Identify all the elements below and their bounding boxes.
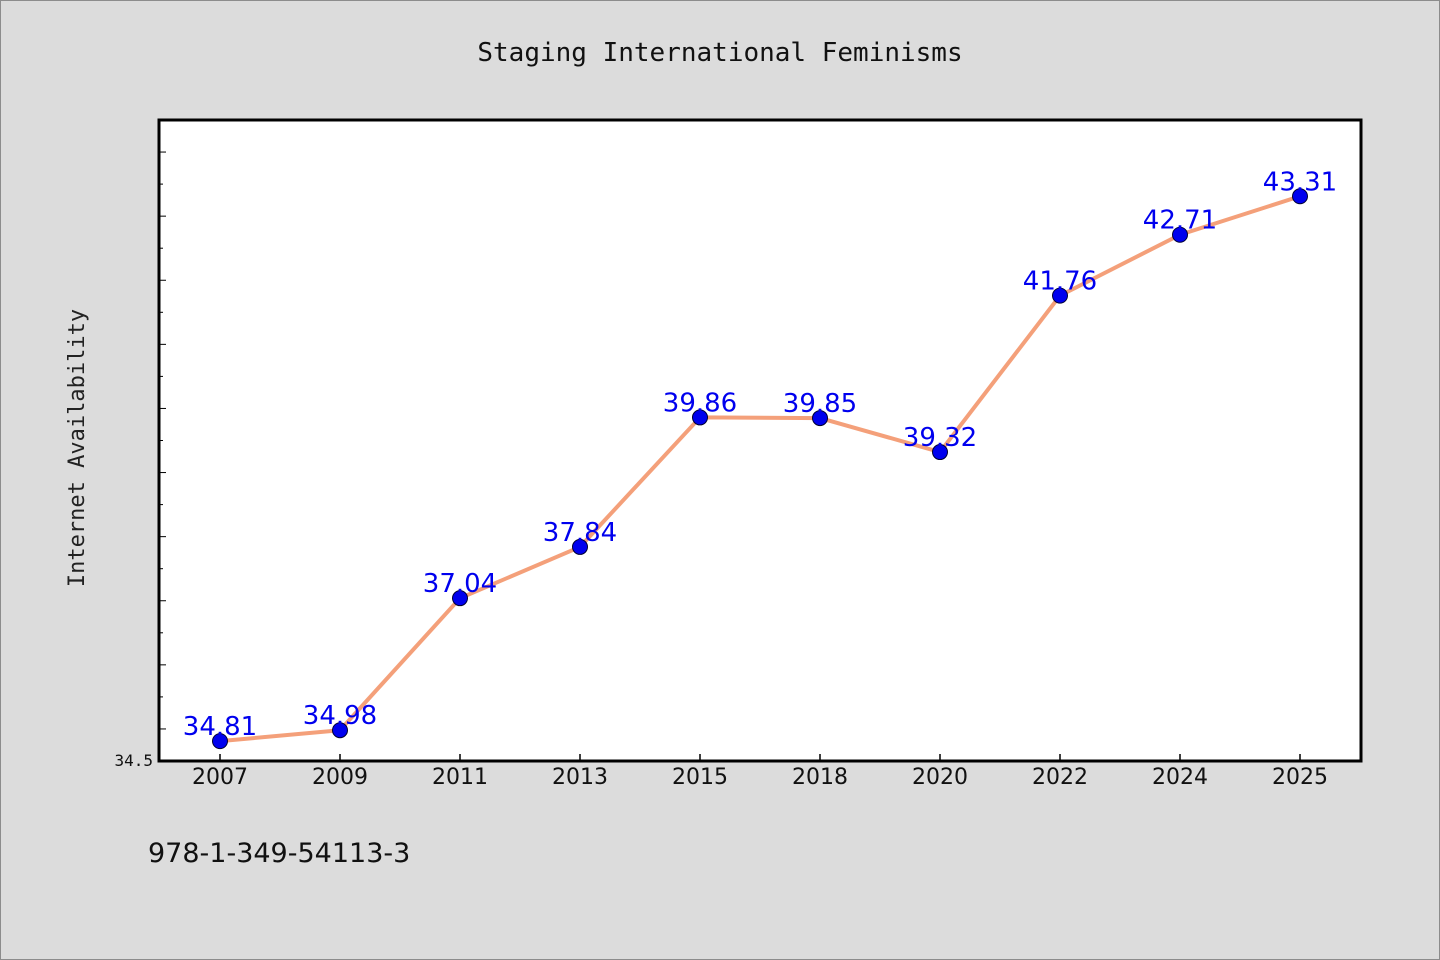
data-label: 34.81: [183, 712, 257, 742]
plot-area: [157, 118, 1363, 763]
x-axis-ticks: 2007 2009 2011 2013 2015 2018 2020 2022 2024 2025: [192, 754, 1328, 790]
data-point: [1052, 287, 1068, 304]
x-tick-label: 2007: [192, 765, 248, 790]
x-tick-label: 2013: [552, 765, 608, 790]
data-label: 41.76: [1023, 267, 1097, 297]
data-point: [572, 538, 588, 555]
data-point: [1292, 188, 1308, 205]
x-tick-label: 2015: [672, 765, 728, 790]
y-tick-label: 34.5: [114, 751, 153, 770]
series-group: 34.81 34.98 37.04 37.84 39.86 39.85 39.32 41.76…: [183, 167, 1337, 750]
x-tick-label: 2022: [1032, 765, 1088, 790]
x-tick-label: 2024: [1152, 765, 1208, 790]
series-line: [219, 194, 1301, 744]
data-point: [692, 409, 708, 426]
x-tick-label: 2018: [792, 765, 848, 790]
data-point: [452, 590, 468, 607]
data-label: 39.85: [783, 389, 857, 419]
data-label: 43.31: [1263, 167, 1337, 197]
data-label: 37.84: [543, 518, 617, 548]
footer-text: 978-1-349-54113-3: [148, 838, 410, 869]
data-point: [812, 410, 828, 427]
data-label: 42.71: [1143, 206, 1217, 236]
data-label: 37.04: [423, 569, 497, 599]
data-label: 39.86: [663, 388, 737, 418]
chart-title: Staging International Feminisms: [477, 38, 962, 68]
data-point: [1172, 226, 1188, 243]
x-tick-label: 2025: [1272, 765, 1328, 790]
data-label: 34.98: [303, 701, 377, 731]
x-tick-label: 2009: [312, 765, 368, 790]
y-axis-label: Internet Availability: [65, 309, 90, 587]
data-point: [332, 722, 348, 739]
y-axis-minor-ticks: [159, 151, 166, 730]
data-label: 39.32: [903, 423, 977, 453]
data-point: [212, 733, 228, 750]
x-tick-label: 2020: [912, 765, 968, 790]
x-tick-label: 2011: [432, 765, 488, 790]
data-point: [932, 444, 948, 461]
